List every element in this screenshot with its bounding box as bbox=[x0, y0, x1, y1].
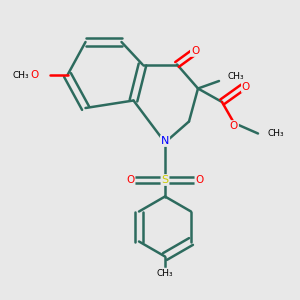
Text: S: S bbox=[161, 175, 169, 185]
Text: CH₃: CH₃ bbox=[267, 129, 284, 138]
Text: CH₃: CH₃ bbox=[13, 70, 29, 80]
Text: O: O bbox=[195, 175, 204, 185]
Text: N: N bbox=[161, 136, 169, 146]
Text: CH₃: CH₃ bbox=[157, 268, 173, 278]
Text: O: O bbox=[30, 70, 39, 80]
Text: O: O bbox=[230, 121, 238, 131]
Text: O: O bbox=[126, 175, 135, 185]
Text: O: O bbox=[242, 82, 250, 92]
Text: O: O bbox=[191, 46, 199, 56]
Text: CH₃: CH₃ bbox=[228, 72, 244, 81]
